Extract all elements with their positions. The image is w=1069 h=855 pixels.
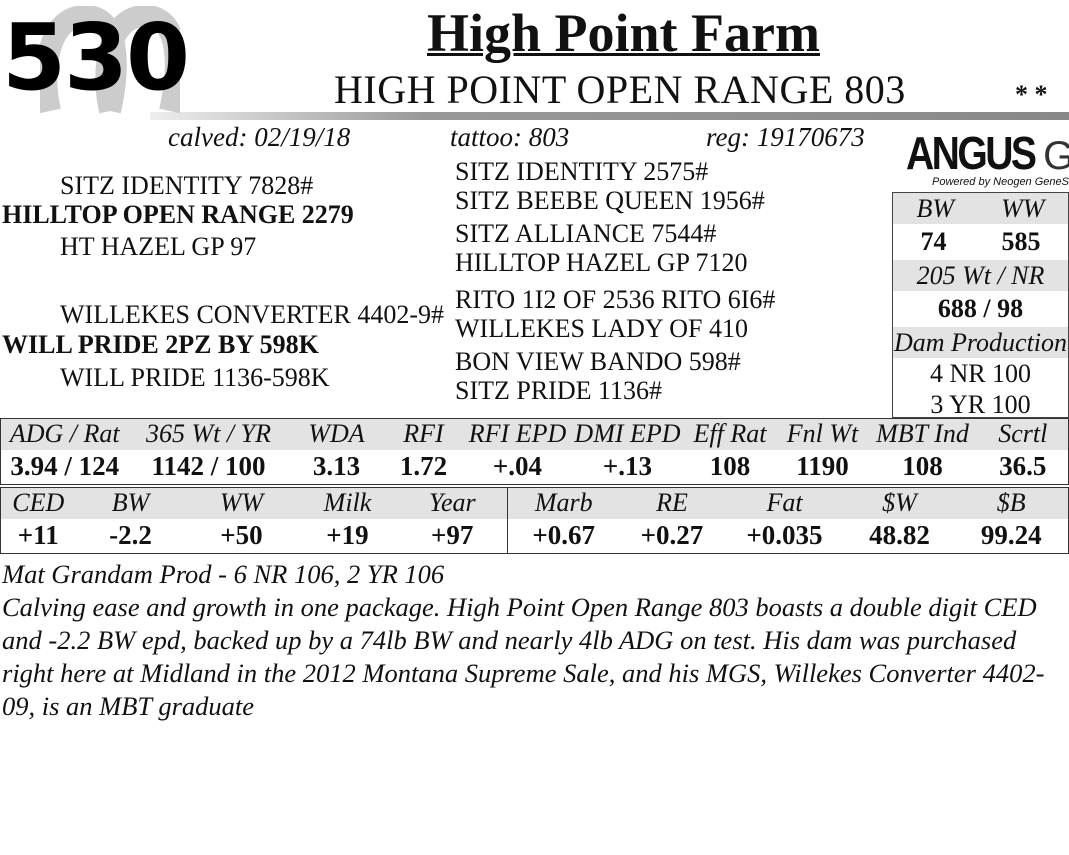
test-value-7: 1190	[796, 451, 849, 482]
gen3-2: SITZ BEEBE QUEEN 1956#	[455, 186, 765, 215]
test-header-8: MBT Ind	[867, 418, 978, 450]
test-table: ADG / Rat 365 Wt / YR WDA RFI RFI EPD DMI EPD…	[0, 418, 1069, 485]
grandam-production: Mat Grandam Prod - 6 NR 106, 2 YR 106	[2, 559, 445, 589]
dam-production-label: Dam Production	[893, 327, 1068, 358]
epd-value-3: +19	[326, 520, 369, 551]
birth-weight: 74	[920, 227, 947, 256]
test-value-2: 3.13	[312, 451, 361, 482]
ww-label: WW	[1001, 194, 1045, 223]
epd-value-7: +0.035	[746, 520, 823, 551]
test-header-0: ADG / Rat	[0, 418, 129, 450]
test-value-4: +.04	[492, 451, 543, 482]
epd-header-3: Milk	[297, 487, 398, 519]
dam-sire: WILLEKES CONVERTER 4402-9#	[60, 300, 445, 329]
epd-header-2: WW	[185, 487, 298, 519]
gen3-6: WILLEKES LADY OF 410	[455, 314, 748, 343]
gen3-4: HILLTOP HAZEL GP 7120	[455, 248, 748, 277]
epd-header-6: RE	[619, 487, 725, 519]
sire-sire: SITZ IDENTITY 7828#	[60, 171, 314, 200]
epd-value-6: +0.27	[640, 520, 704, 551]
divider-bar	[150, 112, 1069, 120]
epd-value-1: -2.2	[109, 520, 152, 551]
test-header-4: RFI EPD	[462, 418, 573, 450]
test-value-6: 108	[709, 451, 751, 482]
tattoo: tattoo: 803	[450, 122, 570, 152]
sire: HILLTOP OPEN RANGE 2279	[2, 200, 354, 229]
epd-header-8: $W	[844, 487, 955, 519]
test-header-6: Eff Rat	[682, 418, 778, 450]
dam-production-nr: 4 NR 100	[929, 359, 1032, 388]
epd-value-8: 48.82	[869, 520, 930, 551]
notes: Mat Grandam Prod - 6 NR 106, 2 YR 106 Ca…	[2, 558, 1069, 723]
angus-gs-logo: ANGUSGS Powered by Neogen GeneSeek	[906, 127, 1069, 188]
epd-value-4: +97	[431, 520, 474, 551]
lot-number: 530	[2, 4, 190, 111]
test-header-2: WDA	[288, 418, 385, 450]
dam: WILL PRIDE 2PZ BY 598K	[2, 330, 319, 359]
farm-name: High Point Farm	[427, 3, 820, 63]
test-value-3: 1.72	[399, 451, 448, 482]
gen3-1: SITZ IDENTITY 2575#	[455, 157, 709, 186]
test-value-9: 36.5	[999, 451, 1047, 482]
dam-dam: WILL PRIDE 1136-598K	[60, 363, 330, 392]
gen3-7: BON VIEW BANDO 598#	[455, 347, 741, 376]
epd-header-7: Fat	[724, 487, 845, 519]
test-header-3: RFI	[384, 418, 463, 450]
wt205-label: 205 Wt / NR	[893, 260, 1068, 291]
description: Calving ease and growth in one package. …	[2, 592, 1045, 721]
test-value-0: 3.94 / 124	[10, 451, 120, 482]
epd-value-2: +50	[220, 520, 263, 551]
gen3-3: SITZ ALLIANCE 7544#	[455, 219, 717, 248]
wt205-value: 688 / 98	[937, 294, 1024, 323]
epd-header-1: BW	[75, 487, 186, 519]
epd-value-5: +0.67	[507, 518, 620, 554]
dam-production-yr: 3 YR 100	[930, 390, 1031, 419]
calved-date: calved: 02/19/18	[168, 122, 351, 152]
performance-box: BW WW 74 585 205 Wt / NR 688 / 98 Dam Prod…	[892, 192, 1069, 419]
stars: * *	[1015, 80, 1048, 109]
test-value-8: 108	[902, 451, 943, 482]
test-value-5: +.13	[602, 451, 653, 482]
epd-value-0: +11	[17, 520, 59, 551]
test-header-7: Fnl Wt	[777, 418, 868, 450]
epd-value-9: 99.24	[980, 520, 1042, 551]
test-header-5: DMI EPD	[572, 418, 683, 450]
test-header-1: 365 Wt / YR	[128, 418, 289, 450]
epd-table: CED BW WW Milk Year Marb RE Fat $W $B +11 -2.2 +50 +1…	[0, 487, 1069, 554]
sire-dam: HT HAZEL GP 97	[60, 232, 257, 261]
bw-label: BW	[916, 194, 955, 223]
epd-header-0: CED	[0, 487, 76, 519]
epd-header-5: Marb	[507, 487, 620, 519]
epd-header-9: $B	[954, 487, 1069, 519]
watermark-logo	[40, 6, 180, 114]
gen3-5: RITO 1I2 OF 2536 RITO 6I6#	[455, 285, 776, 314]
registration: reg: 19170673	[706, 122, 865, 152]
animal-name: HIGH POINT OPEN RANGE 803	[334, 67, 906, 112]
epd-header-4: Year	[397, 487, 508, 519]
weaning-weight: 585	[1001, 227, 1041, 256]
gen3-8: SITZ PRIDE 1136#	[455, 376, 663, 405]
test-value-1: 1142 / 100	[151, 451, 266, 482]
test-header-9: Scrtl	[977, 418, 1069, 450]
